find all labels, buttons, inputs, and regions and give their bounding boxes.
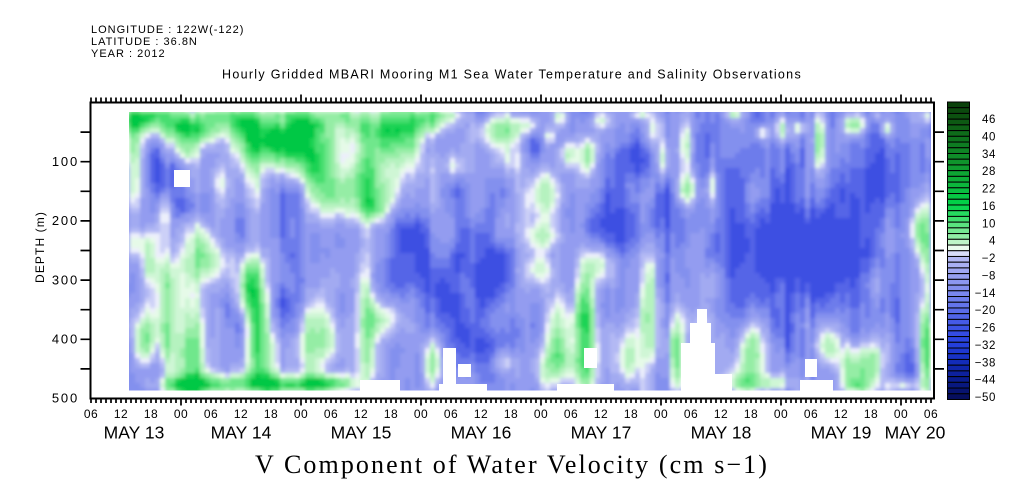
svg-text:Hourly Gridded MBARI Mooring M: Hourly Gridded MBARI Mooring M1 Sea Wate… <box>222 68 802 82</box>
svg-text:LONGITUDE : 122W(-122): LONGITUDE : 122W(-122) <box>91 24 244 36</box>
svg-text:LATITUDE : 36.8N: LATITUDE : 36.8N <box>91 36 198 48</box>
svg-text:YEAR : 2012: YEAR : 2012 <box>91 48 166 60</box>
